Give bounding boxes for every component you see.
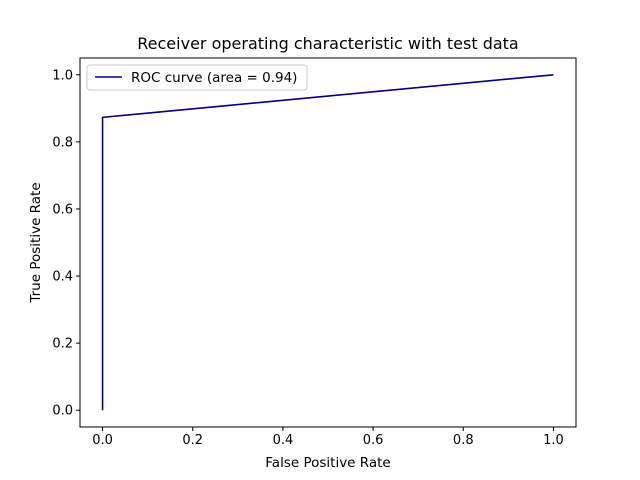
y-tick-label: 0.2 xyxy=(52,337,73,352)
y-axis-label: True Positive Rate xyxy=(28,182,44,303)
x-tick-label: 0.6 xyxy=(363,433,384,448)
y-tick-label: 0.4 xyxy=(52,270,73,285)
x-tick-label: 1.0 xyxy=(543,433,564,448)
x-tick-label: 0.4 xyxy=(273,433,294,448)
y-axis-ticks: 0.0 0.2 0.4 0.6 0.8 1.0 xyxy=(52,68,80,419)
legend: ROC curve (area = 0.94) xyxy=(86,64,308,91)
x-axis-ticks: 0.0 0.2 0.4 0.6 0.8 1.0 xyxy=(92,427,564,448)
x-axis-label: False Positive Rate xyxy=(265,455,390,471)
y-tick-label: 0.0 xyxy=(52,404,73,419)
y-tick-label: 0.6 xyxy=(52,202,73,217)
y-tick-label: 1.0 xyxy=(52,68,73,83)
series-layer xyxy=(101,73,554,411)
plot-frame xyxy=(79,57,577,428)
x-tick-label: 0.2 xyxy=(182,433,203,448)
legend-box xyxy=(86,64,308,91)
chart-title: Receiver operating characteristic with t… xyxy=(137,34,518,53)
legend-label: ROC curve (area = 0.94) xyxy=(131,70,297,86)
x-tick-label: 0.0 xyxy=(92,433,113,448)
x-tick-label: 0.8 xyxy=(453,433,474,448)
roc-curve-line xyxy=(101,73,554,411)
y-tick-label: 0.8 xyxy=(52,135,73,150)
